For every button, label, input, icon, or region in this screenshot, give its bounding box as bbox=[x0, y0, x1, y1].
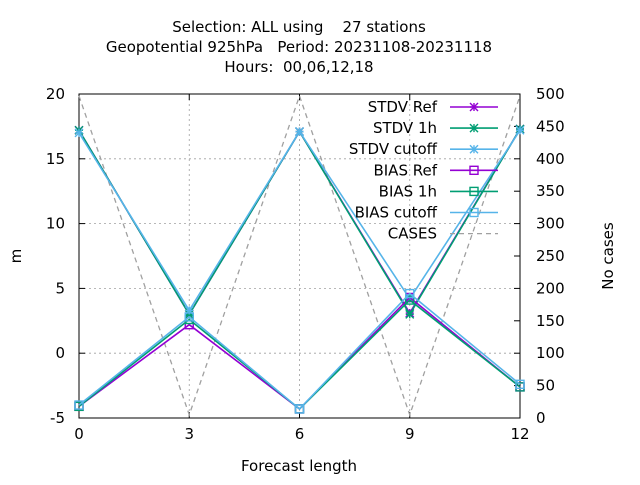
legend-label: CASES bbox=[388, 225, 437, 243]
legend-entry-stdv-ref: STDV Ref bbox=[368, 98, 498, 116]
legend-marker bbox=[469, 207, 479, 218]
chart-title: Selection: ALL using 27 stations Geopote… bbox=[106, 18, 492, 76]
legend-entry-stdv-cutoff: STDV cutoff bbox=[349, 140, 498, 158]
legend-label: STDV Ref bbox=[368, 98, 438, 116]
series-line-bias-cutoff bbox=[78, 292, 521, 411]
series-bias-cutoff bbox=[74, 288, 525, 414]
data-point-bias-cutoff bbox=[294, 404, 305, 414]
legend-marker bbox=[469, 186, 479, 197]
data-point-stdv-cutoff bbox=[74, 128, 84, 138]
x-tick-label: 3 bbox=[184, 425, 194, 443]
y2-tick-label: 200 bbox=[536, 279, 565, 297]
legend-label: STDV cutoff bbox=[349, 140, 438, 158]
y-tick-label: -5 bbox=[50, 409, 65, 427]
y2-tick-label: 400 bbox=[536, 150, 565, 168]
y2-tick-label: 150 bbox=[536, 312, 565, 330]
legend-entry-cases: CASES bbox=[388, 225, 498, 243]
y-tick-label: 15 bbox=[46, 150, 65, 168]
y-tick-label: 10 bbox=[46, 215, 65, 233]
legend-label: BIAS 1h bbox=[379, 182, 437, 200]
y2-tick-label: 250 bbox=[536, 247, 565, 265]
data-point-bias-cutoff bbox=[515, 379, 525, 390]
data-point-bias-1h bbox=[405, 295, 415, 305]
grid bbox=[79, 94, 520, 418]
legend-label: BIAS Ref bbox=[373, 161, 437, 179]
data-point-bias-cutoff bbox=[184, 312, 194, 322]
y-tick-label: 0 bbox=[55, 344, 65, 362]
x-tick-label: 12 bbox=[510, 425, 529, 443]
title-line-1: Selection: ALL using 27 stations bbox=[172, 18, 426, 36]
title-line-2: Geopotential 925hPa Period: 20231108-202… bbox=[106, 38, 492, 56]
y2-tick-label: 100 bbox=[536, 344, 565, 362]
legend-label: STDV 1h bbox=[373, 119, 437, 137]
series-group bbox=[74, 93, 525, 417]
legend-entry-stdv-1h: STDV 1h bbox=[373, 119, 498, 137]
y2-tick-label: 450 bbox=[536, 117, 565, 135]
y-tick-label: 20 bbox=[46, 85, 65, 103]
legend-marker bbox=[469, 123, 479, 133]
y-tick-label: 5 bbox=[55, 279, 65, 297]
legend-entry-bias-1h: BIAS 1h bbox=[379, 182, 498, 200]
legend-entry-bias-ref: BIAS Ref bbox=[373, 161, 498, 179]
data-point-stdv-1h bbox=[405, 309, 415, 319]
legend-marker bbox=[469, 144, 479, 154]
y2-tick-label: 50 bbox=[536, 377, 555, 395]
y2-tick-label: 500 bbox=[536, 85, 565, 103]
data-point-stdv-cutoff bbox=[515, 125, 525, 135]
data-point-bias-cutoff bbox=[74, 400, 84, 410]
x-axis-label: Forecast length bbox=[241, 457, 357, 475]
legend-marker bbox=[469, 165, 479, 176]
data-point-bias-cutoff bbox=[405, 288, 415, 299]
legend-entry-bias-cutoff: BIAS cutoff bbox=[355, 204, 498, 222]
y2-axis-label: No cases bbox=[599, 222, 617, 290]
x-tick-label: 9 bbox=[405, 425, 415, 443]
title-line-3: Hours: 00,06,12,18 bbox=[224, 58, 373, 76]
legend: STDV Ref STDV 1h STDV cutoff BIAS Ref BIAS 1… bbox=[349, 98, 498, 243]
x-tick-label: 0 bbox=[74, 425, 84, 443]
axis-ticks: 0 3 6 9 12-505101520050100150200250300350400… bbox=[46, 85, 565, 443]
y2-tick-label: 350 bbox=[536, 182, 565, 200]
legend-label: BIAS cutoff bbox=[355, 204, 438, 222]
data-point-stdv-cutoff bbox=[295, 127, 304, 137]
legend-marker bbox=[469, 102, 479, 112]
y-axis-label: m bbox=[7, 249, 25, 264]
x-tick-label: 6 bbox=[295, 425, 305, 443]
y2-tick-label: 300 bbox=[536, 215, 565, 233]
y2-tick-label: 0 bbox=[536, 409, 546, 427]
